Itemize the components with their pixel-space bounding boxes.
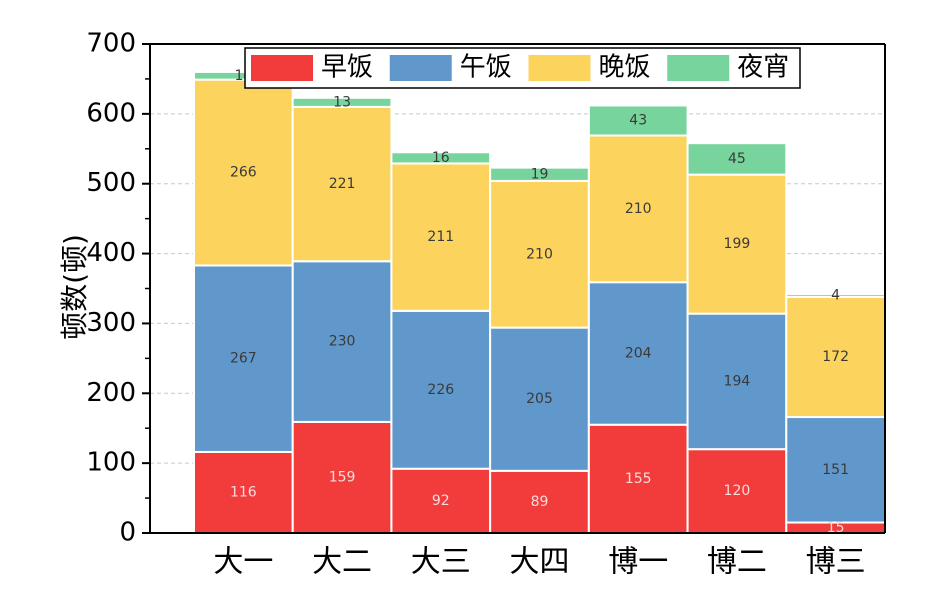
- bar-segment: [785, 416, 886, 524]
- y-tick-label: 200: [86, 378, 136, 408]
- legend-label: 夜宵: [737, 53, 789, 83]
- x-tick-label: 大二: [312, 545, 372, 580]
- y-tick-label: 300: [86, 308, 136, 338]
- data-label: 211: [427, 229, 454, 245]
- data-label: 116: [230, 484, 257, 500]
- bar-segment: [291, 96, 393, 108]
- bar-segment: [489, 179, 590, 329]
- x-tick-label: 博三: [806, 545, 866, 580]
- data-label: 266: [230, 165, 257, 181]
- data-label: 226: [427, 382, 454, 398]
- bar-segment: [291, 105, 393, 263]
- legend-swatch: [667, 55, 730, 81]
- y-axis-label: 顿数(顿): [58, 234, 91, 340]
- bar-segment: [686, 312, 788, 451]
- bar-segment: [193, 78, 294, 267]
- bar-segment: [390, 151, 492, 165]
- bar-segment: [390, 467, 492, 534]
- data-label: 267: [230, 351, 257, 367]
- bar-segment: [291, 420, 393, 535]
- data-label: 159: [329, 469, 356, 485]
- y-tick-label: 500: [86, 168, 136, 198]
- bar-segment: [587, 423, 689, 535]
- data-label: 15: [827, 520, 845, 536]
- data-label: 204: [625, 345, 652, 361]
- legend-swatch: [389, 55, 452, 81]
- y-tick-label: 100: [86, 448, 136, 478]
- data-label: 19: [531, 166, 549, 182]
- data-label: 155: [625, 471, 652, 487]
- data-label: 151: [822, 462, 849, 478]
- data-label: 199: [724, 236, 751, 252]
- bar-segment: [587, 281, 689, 426]
- x-tick-label: 大一: [213, 545, 273, 580]
- bar-segment: [489, 469, 590, 535]
- data-label: 4: [831, 287, 840, 303]
- x-tick-label: 博一: [608, 545, 668, 580]
- axes: 0 100 200 300 400 500 600 700 大一 大二 大三 大四 博一 博二 博三: [86, 29, 886, 580]
- bar-segment: [489, 326, 590, 472]
- data-label: 89: [531, 494, 549, 510]
- legend-swatch: [528, 55, 591, 81]
- data-label: 221: [329, 176, 356, 192]
- bar-segment: [686, 448, 788, 534]
- data-label: 194: [724, 373, 751, 389]
- bar-segment: [390, 309, 492, 470]
- y-tick-label: 700: [86, 29, 136, 59]
- bar-segment: [193, 264, 294, 453]
- data-label: 13: [333, 94, 351, 110]
- bars: [193, 70, 886, 535]
- y-tick-label: 600: [86, 98, 136, 128]
- bar-segment: [686, 173, 788, 315]
- x-tick-label: 大四: [510, 545, 570, 580]
- legend: 早饭 午饭 晚饭 夜宵: [244, 47, 801, 89]
- legend-swatch: [251, 55, 313, 81]
- data-label: 92: [432, 493, 450, 509]
- data-label: 210: [526, 246, 553, 262]
- bar-segment: [686, 142, 788, 176]
- legend-label: 早饭: [321, 53, 373, 83]
- data-label: 45: [728, 151, 746, 167]
- data-label: 230: [329, 334, 356, 350]
- bar-segment: [291, 260, 393, 423]
- data-label: 16: [432, 150, 450, 166]
- bar-segment: [587, 134, 689, 284]
- legend-label: 午饭: [460, 53, 512, 83]
- data-label: 210: [625, 201, 652, 217]
- data-label: 205: [526, 391, 553, 407]
- x-tick-label: 大三: [411, 545, 471, 580]
- bar-segment: [785, 295, 886, 419]
- bar-segment: [390, 162, 492, 312]
- y-tick-label: 0: [119, 518, 136, 548]
- y-tick-label: 400: [86, 238, 136, 268]
- data-label: 43: [629, 112, 647, 128]
- data-label: 172: [822, 349, 849, 365]
- data-label: 120: [724, 483, 751, 499]
- legend-label: 晚饭: [599, 53, 651, 83]
- bar-segment: [587, 104, 689, 137]
- x-tick-label: 博二: [707, 545, 767, 580]
